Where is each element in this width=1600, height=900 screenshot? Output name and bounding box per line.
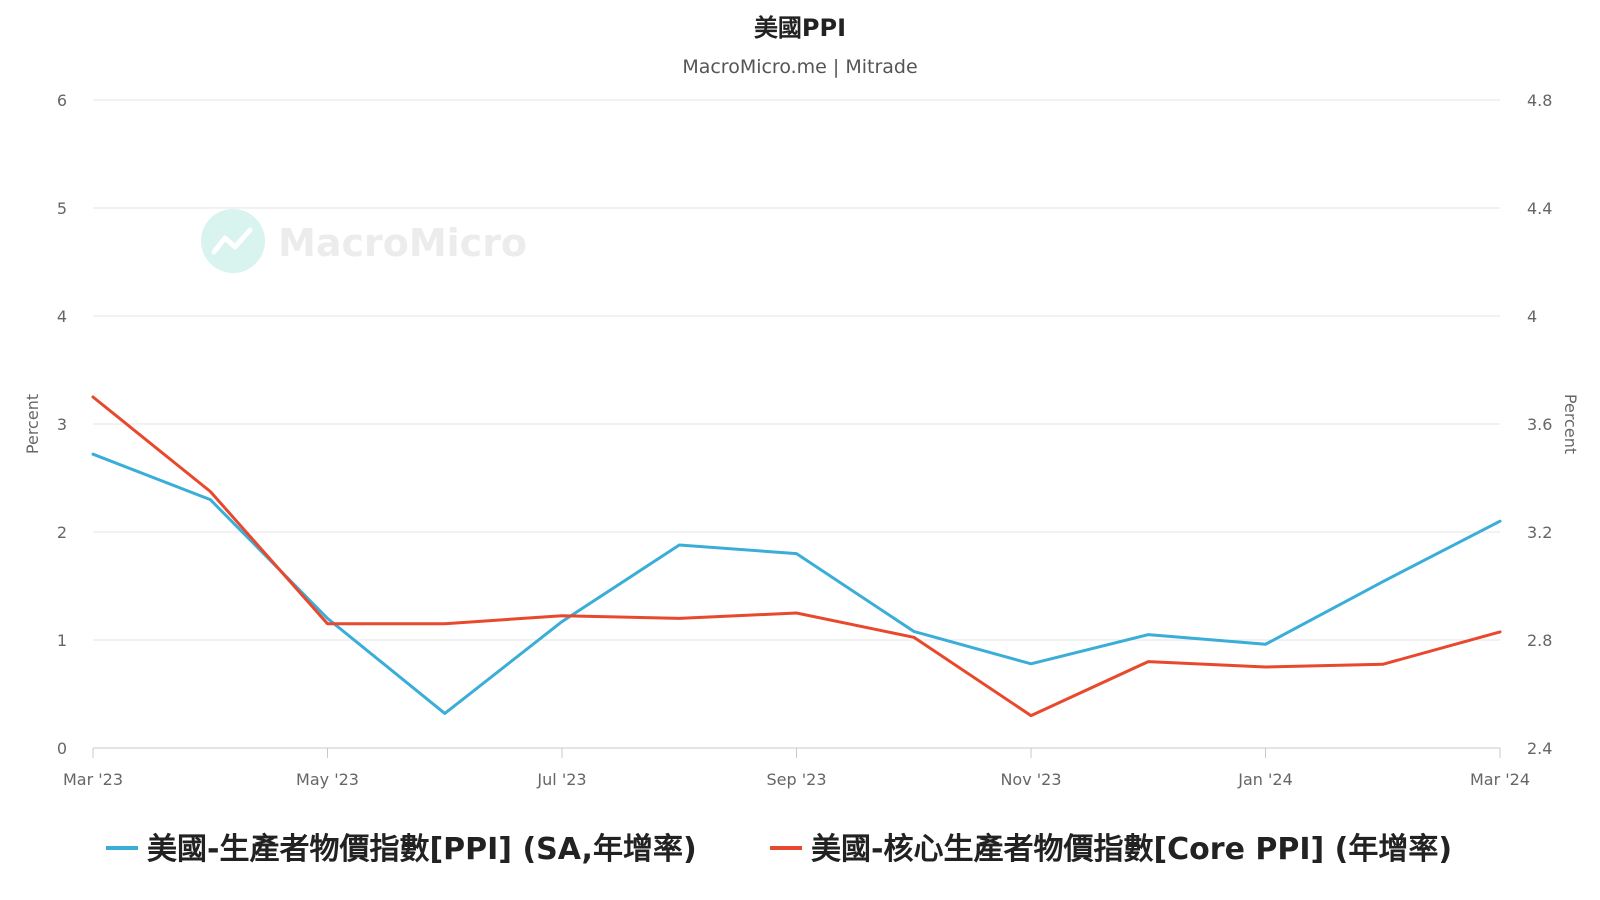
watermark-logo-icon: [201, 209, 265, 273]
legend-label-core-ppi: 美國-核心生產者物價指數[Core PPI] (年增率): [811, 832, 1452, 867]
right-tick-label: 3.6: [1527, 415, 1552, 434]
x-tick-label: May '23: [296, 770, 359, 789]
left-tick-label: 6: [57, 91, 67, 110]
gridlines: [93, 99, 1500, 749]
legend: 美國-生產者物價指數[PPI] (SA,年增率) 美國-核心生產者物價指數[Co…: [106, 832, 1452, 867]
right-tick-label: 4: [1527, 307, 1537, 326]
right-axis-title: Percent: [1561, 394, 1580, 454]
watermark-text: MacroMicro: [278, 221, 527, 265]
x-tick-label: Jul '23: [536, 770, 586, 789]
right-tick-label: 4.8: [1527, 91, 1552, 110]
x-tick-label: Jan '24: [1237, 770, 1293, 789]
watermark-logo-mark: [211, 227, 253, 255]
right-axis-ticks: 2.4 2.8 3.2 3.6 4 4.4 4.8: [1527, 91, 1552, 758]
legend-item-ppi[interactable]: 美國-生產者物價指數[PPI] (SA,年增率): [106, 832, 697, 867]
x-tick-label: Mar '24: [1470, 770, 1530, 789]
chart-title: 美國PPI: [754, 14, 846, 42]
x-axis-ticks: Mar '23 May '23 Jul '23 Sep '23 Nov '23 Jan '…: [63, 748, 1530, 789]
right-tick-label: 3.2: [1527, 523, 1552, 542]
series-line-core-ppi[interactable]: [91, 395, 1502, 718]
series-lines: [91, 395, 1502, 718]
legend-item-core-ppi[interactable]: 美國-核心生產者物價指數[Core PPI] (年增率): [770, 832, 1452, 867]
x-tick-label: Nov '23: [1000, 770, 1061, 789]
chart-subtitle: MacroMicro.me | Mitrade: [682, 56, 917, 78]
left-tick-label: 2: [57, 523, 67, 542]
x-tick-label: Mar '23: [63, 770, 123, 789]
left-tick-label: 4: [57, 307, 67, 326]
left-tick-label: 0: [57, 739, 67, 758]
left-tick-label: 5: [57, 199, 67, 218]
left-tick-label: 1: [57, 631, 67, 650]
right-tick-label: 2.8: [1527, 631, 1552, 650]
left-axis-title: Percent: [23, 394, 42, 454]
left-axis-ticks: 0 1 2 3 4 5 6: [57, 91, 67, 758]
x-tick-label: Sep '23: [767, 770, 827, 789]
legend-label-ppi: 美國-生產者物價指數[PPI] (SA,年增率): [147, 832, 697, 867]
watermark: MacroMicro: [201, 209, 527, 273]
series-line-ppi[interactable]: [91, 452, 1502, 715]
right-tick-label: 2.4: [1527, 739, 1552, 758]
right-tick-label: 4.4: [1527, 199, 1552, 218]
left-tick-label: 3: [57, 415, 67, 434]
